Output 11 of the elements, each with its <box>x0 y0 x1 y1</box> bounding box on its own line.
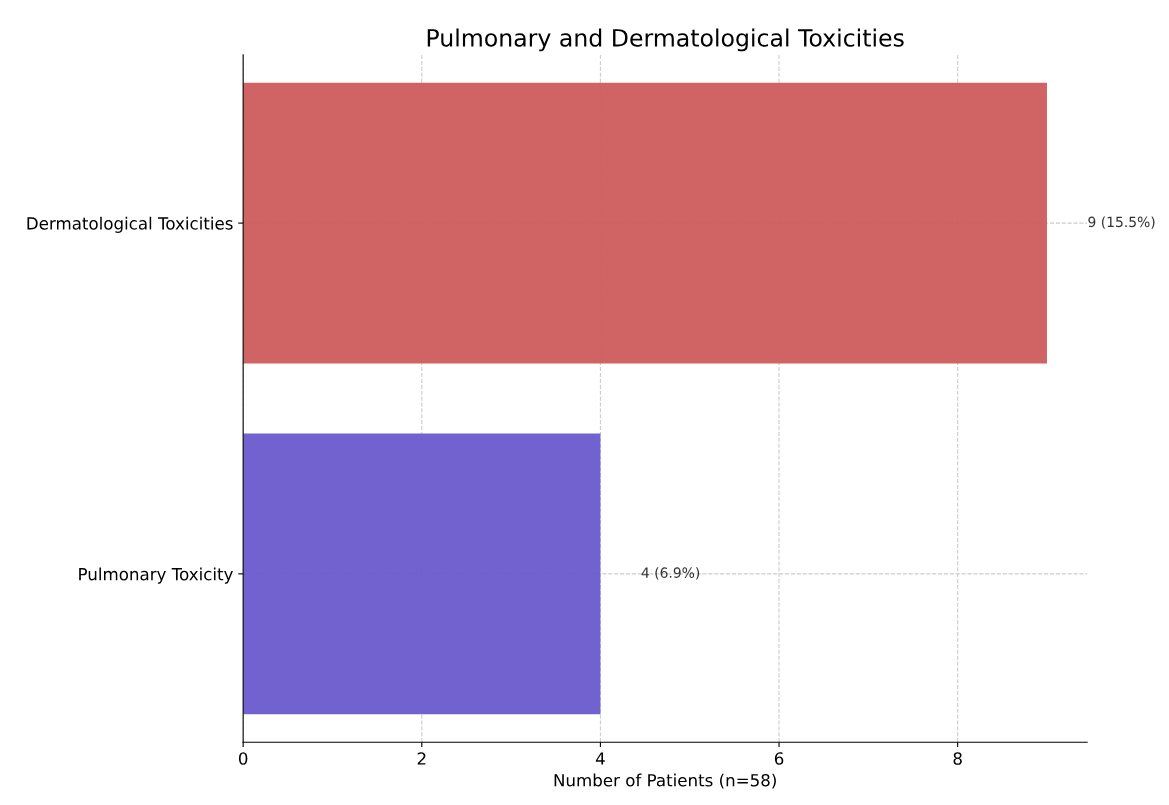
x-axis-title: Number of Patients (n=58) <box>554 773 776 789</box>
x-tick-label: 6 <box>774 752 784 765</box>
y-tick-label: Dermatological Toxicities <box>27 216 233 233</box>
x-tick-label: 0 <box>238 752 248 765</box>
chart-title: Pulmonary and Dermatological Toxicities <box>427 28 904 52</box>
data-label: 9 (15.5%) <box>1088 216 1155 229</box>
x-tick-label: 2 <box>417 752 426 765</box>
y-tick-label: Pulmonary Toxicity <box>79 567 233 584</box>
x-tick-label: 8 <box>953 752 962 765</box>
x-tick-label: 4 <box>595 752 605 765</box>
data-label: 4 (6.9%) <box>641 567 700 580</box>
